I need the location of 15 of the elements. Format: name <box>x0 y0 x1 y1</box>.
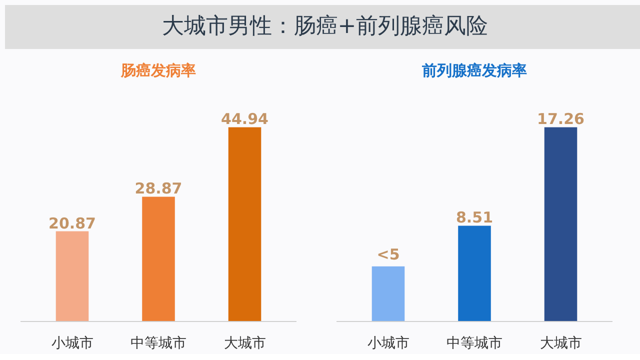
data-label: <5 <box>376 245 400 264</box>
x-tick-label: 大城市 <box>540 336 582 352</box>
chart-title: 大城市男性：肠癌+前列腺癌风险 <box>162 13 488 41</box>
data-label: 20.87 <box>48 214 96 232</box>
data-label: 17.26 <box>537 110 584 128</box>
data-label: 8.51 <box>456 208 494 227</box>
x-tick-label: 小城市 <box>367 336 410 352</box>
chart-subtitle: 前列腺癌发病率 <box>421 62 527 80</box>
data-label: 44.94 <box>221 110 268 128</box>
chart-subtitle: 肠癌发病率 <box>120 62 196 80</box>
x-tick-label: 中等城市 <box>446 336 502 352</box>
x-tick-label: 小城市 <box>51 336 94 352</box>
data-label: 28.87 <box>134 180 182 198</box>
x-tick-label: 中等城市 <box>130 336 186 352</box>
x-tick-label: 大城市 <box>224 336 266 352</box>
